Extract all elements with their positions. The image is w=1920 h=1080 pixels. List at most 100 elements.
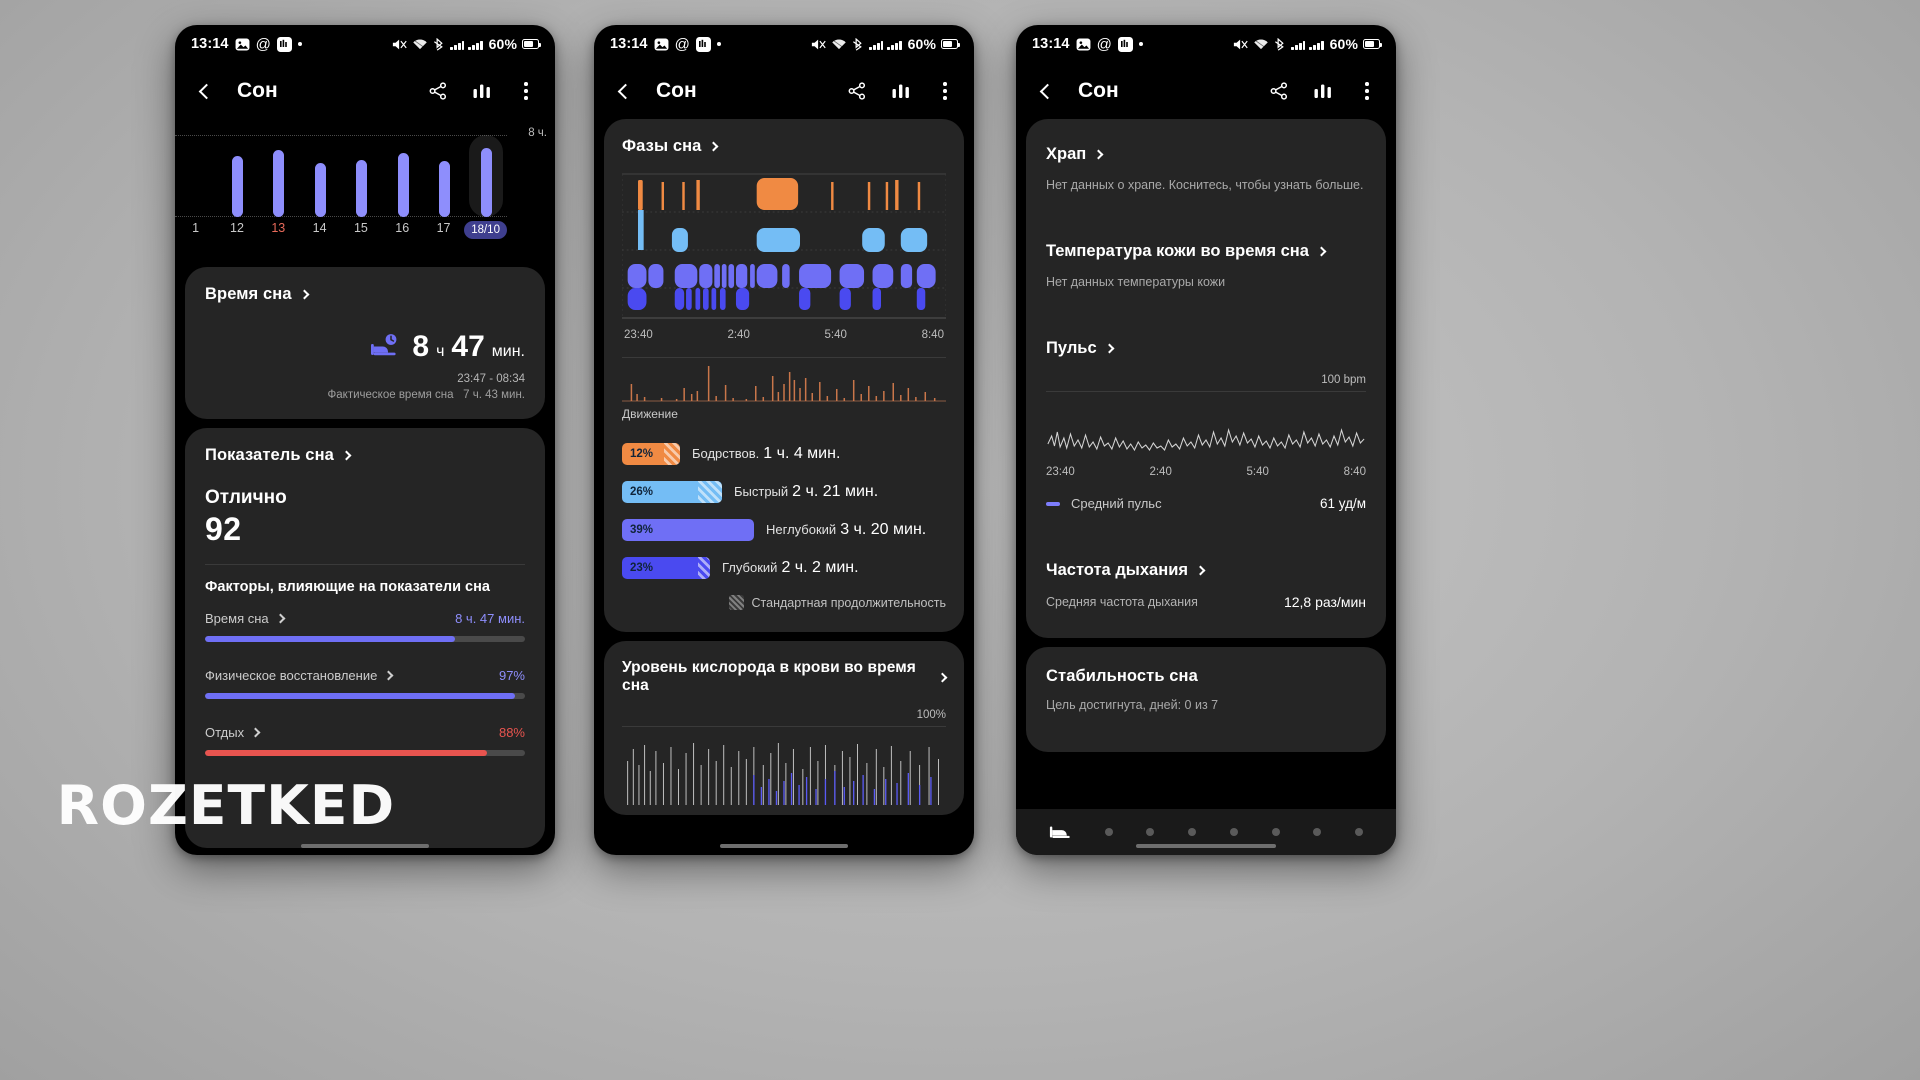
factor-value: 88% xyxy=(498,725,525,740)
share-button[interactable] xyxy=(1264,76,1294,106)
back-button[interactable] xyxy=(1030,76,1060,106)
chevron-right-icon xyxy=(1316,246,1327,257)
battery-icon xyxy=(941,39,960,49)
stability-desc: Цель достигнута, дней: 0 из 7 xyxy=(1046,698,1219,712)
bottom-nav[interactable] xyxy=(1016,809,1396,855)
status-time: 13:14 xyxy=(610,36,648,52)
sleep-time-header[interactable]: Время сна xyxy=(205,285,525,304)
week-bar-cell[interactable] xyxy=(466,135,508,217)
week-bar-cell[interactable] xyxy=(300,135,342,217)
week-axis-label[interactable]: 14 xyxy=(312,221,327,235)
share-button[interactable] xyxy=(423,76,453,106)
mute-icon xyxy=(1233,38,1249,51)
axis-tick: 23:40 xyxy=(1046,466,1075,478)
phone-screen-3: 13:14 @ xyxy=(1016,25,1396,855)
week-axis-label[interactable]: 18/10 xyxy=(464,221,507,239)
spo2-svg xyxy=(627,743,939,805)
skin-temp-section[interactable]: Температура кожи во время сна Нет данных… xyxy=(1026,222,1386,293)
image-icon xyxy=(235,37,250,52)
phase-hatch xyxy=(698,557,710,579)
back-button[interactable] xyxy=(189,76,219,106)
sleep-time-card[interactable]: Время сна 8 ч 47 мин. 23:47 - 08:34 Факт… xyxy=(185,267,545,419)
chevron-right-icon xyxy=(299,289,310,300)
week-axis-label[interactable]: 15 xyxy=(353,221,368,235)
status-time: 13:14 xyxy=(1032,36,1070,52)
sleep-range: 23:47 - 08:34 xyxy=(457,373,525,385)
screen-1-scroll[interactable]: Сон 8 ч. 1 12 13 14 15 16 17 18/10 xyxy=(175,63,555,855)
share-icon xyxy=(429,82,447,100)
phase-legend-row: 23% Глубокий 2 ч. 2 мин. xyxy=(622,557,946,579)
nav-dot[interactable] xyxy=(1271,828,1280,836)
breathing-header[interactable]: Частота дыхания xyxy=(1046,561,1366,580)
avg-pulse-label: Средний пульс xyxy=(1071,496,1162,511)
week-bar xyxy=(273,149,285,217)
week-axis-label[interactable]: 16 xyxy=(395,221,410,235)
menu-button[interactable] xyxy=(1352,76,1382,106)
week-bar-cell[interactable] xyxy=(424,135,466,217)
week-bar-cell[interactable] xyxy=(217,135,259,217)
sleep-score-card[interactable]: Показатель сна Отлично 92 Факторы, влияю… xyxy=(185,428,545,848)
sleep-score-header[interactable]: Показатель сна xyxy=(205,446,525,465)
nav-dot[interactable] xyxy=(1355,828,1364,836)
sleep-time-title: Время сна xyxy=(205,285,292,303)
image-icon xyxy=(1076,37,1091,52)
spo2-card[interactable]: Уровень кислорода в крови во время сна 1… xyxy=(604,641,964,815)
week-axis-label[interactable]: 1 xyxy=(192,221,200,235)
nav-dot[interactable] xyxy=(1229,828,1238,836)
avg-breathing-value: 12,8 раз/мин xyxy=(1283,594,1366,610)
menu-button[interactable] xyxy=(511,76,541,106)
avg-pulse-row: Средний пульс 61 уд/м xyxy=(1046,496,1366,511)
week-bar xyxy=(314,162,326,217)
screen-3-scroll[interactable]: Сон Храп Нет данных о храпе. Косни xyxy=(1016,63,1396,855)
week-axis-label[interactable]: 12 xyxy=(230,221,244,235)
spo2-title: Уровень кислорода в крови во время сна xyxy=(622,659,916,694)
stats-button[interactable] xyxy=(467,76,497,106)
gridline-bottom xyxy=(175,216,507,217)
week-axis-label[interactable]: 17 xyxy=(436,221,451,235)
menu-button[interactable] xyxy=(930,76,960,106)
sleep-time-value: 8 ч 47 мин. xyxy=(205,330,525,364)
nav-dot[interactable] xyxy=(1188,828,1197,836)
week-bar-cell[interactable] xyxy=(258,135,300,217)
factor-item[interactable]: Физическое восстановление 97% xyxy=(205,668,525,699)
chevron-right-icon xyxy=(1093,149,1104,160)
week-bar-cell[interactable] xyxy=(341,135,383,217)
phases-header[interactable]: Фазы сна xyxy=(622,137,946,156)
dot-icon xyxy=(716,42,721,46)
week-axis-label[interactable]: 13 xyxy=(271,221,286,235)
week-bar xyxy=(439,161,451,217)
week-bar-cell[interactable] xyxy=(383,135,425,217)
score-number: 92 xyxy=(205,511,242,547)
snoring-section[interactable]: Храп Нет данных о храпе. Коснитесь, чтоб… xyxy=(1026,125,1386,196)
bluetooth-call-icon xyxy=(851,37,865,51)
sleep-stability-card[interactable]: Стабильность сна Цель достигнута, дней: … xyxy=(1026,647,1386,752)
sleep-bed-icon[interactable] xyxy=(1049,824,1071,840)
page-title: Сон xyxy=(656,79,697,102)
stats-button[interactable] xyxy=(1308,76,1338,106)
stats-button[interactable] xyxy=(886,76,916,106)
week-bar-cell[interactable] xyxy=(175,135,217,217)
snoring-header[interactable]: Храп xyxy=(1046,145,1366,164)
axis-tick: 2:40 xyxy=(727,329,750,341)
factor-item[interactable]: Время сна 8 ч. 47 мин. xyxy=(205,611,525,642)
sleep-phases-card[interactable]: Фазы сна xyxy=(604,119,964,632)
kebab-menu-icon xyxy=(524,82,528,100)
nav-dot[interactable] xyxy=(1146,828,1155,836)
battery-percent: 60% xyxy=(907,36,936,52)
music-icon xyxy=(276,36,292,52)
share-button[interactable] xyxy=(842,76,872,106)
actual-sleep-value: 7 ч. 43 мин. xyxy=(463,389,525,401)
pulse-header[interactable]: Пульс xyxy=(1046,339,1366,358)
nav-dot[interactable] xyxy=(1104,828,1113,836)
avg-breathing-label: Средняя частота дыхания xyxy=(1046,595,1198,609)
back-button[interactable] xyxy=(608,76,638,106)
pulse-section[interactable]: Пульс 100 bpm 23:40 2:40 5:40 8:40 Средний … xyxy=(1026,319,1386,515)
chevron-right-icon xyxy=(709,141,719,152)
breathing-section[interactable]: Частота дыхания Средняя частота дыхания … xyxy=(1026,541,1386,614)
weekly-sleep-chart[interactable]: 8 ч. 1 12 13 14 15 16 17 18/10 xyxy=(175,127,555,249)
spo2-header[interactable]: Уровень кислорода в крови во время сна xyxy=(622,659,948,695)
screen-2-scroll[interactable]: Сон Фазы сна xyxy=(594,63,974,855)
skin-temp-header[interactable]: Температура кожи во время сна xyxy=(1046,242,1366,261)
factor-item[interactable]: Отдых 88% xyxy=(205,725,525,756)
nav-dot[interactable] xyxy=(1313,828,1322,836)
